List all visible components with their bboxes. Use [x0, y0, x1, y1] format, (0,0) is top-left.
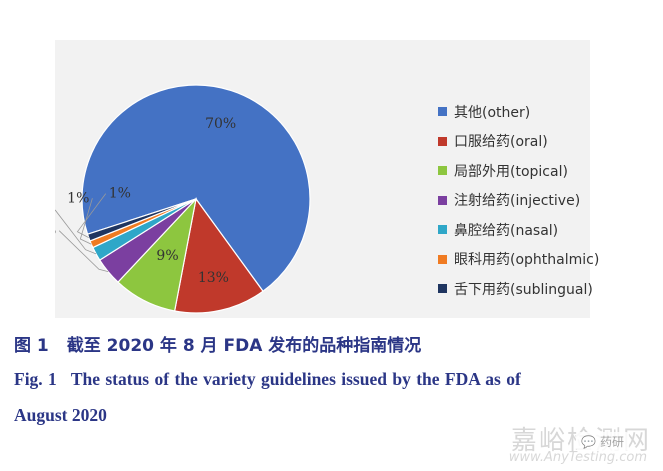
legend-swatch	[438, 136, 447, 146]
figure-label-chinese: 图 1	[14, 336, 49, 356]
legend-item: 舌下用药(sublingual)	[438, 274, 599, 304]
legend-swatch	[438, 195, 447, 205]
legend-swatch	[438, 254, 447, 264]
legend-label: 口服给药(oral)	[454, 134, 548, 151]
legend-label: 其他(other)	[454, 104, 531, 121]
legend-swatch	[438, 166, 447, 176]
watermark-badge: 💬 药研	[576, 432, 629, 451]
slice-data-label: 1%	[67, 190, 89, 206]
watermark-badge-label: 药研	[599, 435, 624, 449]
chart-panel: 70%13%9%4%2%1%1% 其他(other)口服给药(oral)局部外用…	[55, 40, 599, 318]
pie-chart: 70%13%9%4%2%1%1%	[55, 84, 311, 314]
legend-item: 注射给药(injective)	[438, 186, 599, 216]
legend-label: 鼻腔给药(nasal)	[454, 222, 559, 239]
chat-bubble-icon: 💬	[581, 434, 596, 449]
figure-title-english-line2: August 2020	[14, 405, 107, 425]
legend-item: 眼科用药(ophthalmic)	[438, 245, 599, 275]
watermark-chinese: 嘉峪检测网	[511, 420, 651, 457]
legend-label: 局部外用(topical)	[454, 163, 568, 180]
legend-label: 注射给药(injective)	[454, 193, 581, 210]
figure-title-english-line1: The status of the variety guidelines iss…	[70, 369, 521, 389]
legend-swatch	[438, 225, 447, 235]
leader-line	[76, 193, 107, 238]
figure-caption-chinese: 图 1 截至 2020 年 8 月 FDA 发布的品种指南情况	[14, 331, 421, 356]
figure-caption-english: Fig. 1 The status of the variety guidelin…	[14, 369, 521, 390]
legend-item: 口服给药(oral)	[438, 127, 599, 157]
legend-label: 舌下用药(sublingual)	[454, 281, 593, 298]
slice-data-label: 70%	[205, 116, 236, 132]
leader-line	[58, 230, 109, 273]
slice-data-label: 4%	[55, 223, 56, 239]
leader-line	[55, 209, 97, 255]
chart-legend: 其他(other) 口服给药(oral) 局部外用(topical) 注射给药(inj…	[438, 97, 599, 304]
watermark-english: www.AnyTesting.com	[508, 450, 647, 465]
leader-line	[79, 198, 93, 245]
slice-data-label: 9%	[156, 248, 178, 264]
pie-slice	[86, 198, 197, 242]
figure-title-chinese: 截至 2020 年 8 月 FDA 发布的品种指南情况	[66, 336, 422, 356]
legend-item: 鼻腔给药(nasal)	[438, 215, 599, 245]
legend-label: 眼科用药(ophthalmic)	[454, 252, 600, 269]
slice-data-label: 1%	[109, 186, 131, 202]
figure-label-english: Fig. 1	[14, 369, 57, 389]
legend-item: 局部外用(topical)	[438, 156, 599, 186]
pie-slice	[173, 197, 264, 314]
legend-swatch	[438, 284, 447, 294]
legend-item: 其他(other)	[438, 97, 599, 127]
slice-data-label: 13%	[198, 270, 229, 286]
watermark: 嘉峪检测网 www.AnyTesting.com 💬药研	[481, 420, 651, 468]
legend-swatch	[438, 107, 447, 117]
pie-slice	[81, 84, 311, 293]
